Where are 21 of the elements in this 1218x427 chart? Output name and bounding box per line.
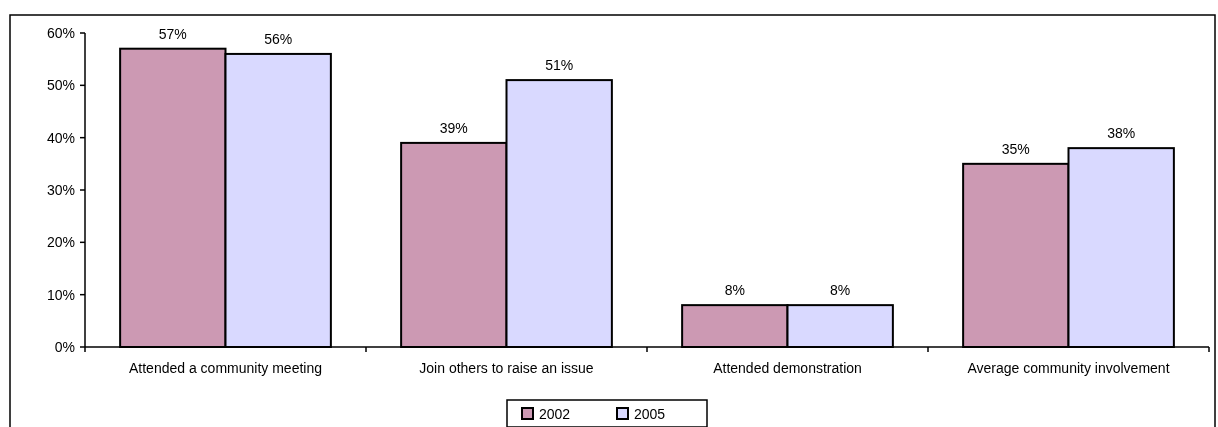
y-tick-label: 20% (46, 234, 75, 251)
y-tick-label: 60% (46, 24, 75, 41)
data-label: 39% (439, 119, 468, 136)
data-label: 8% (830, 282, 851, 299)
y-tick-label: 10% (46, 286, 75, 303)
data-label: 38% (1107, 125, 1136, 142)
data-label: 51% (545, 57, 574, 74)
y-tick-label: 40% (46, 129, 75, 146)
y-tick-label: 30% (46, 181, 75, 198)
y-tick-label: 0% (54, 338, 75, 355)
y-tick-label: 50% (46, 77, 75, 94)
data-label: 35% (1001, 140, 1030, 157)
x-tick-label: Attended demonstration (713, 360, 862, 376)
legend-label: 2005 (634, 405, 666, 422)
data-label: 57% (158, 25, 187, 42)
x-tick-label: Average community involvement (967, 360, 1170, 376)
data-label: 56% (264, 30, 293, 47)
x-tick-label: Join others to raise an issue (419, 360, 594, 376)
data-label: 8% (724, 282, 745, 299)
x-tick-label: Attended a community meeting (129, 360, 322, 376)
legend-label: 2002 (539, 405, 571, 422)
